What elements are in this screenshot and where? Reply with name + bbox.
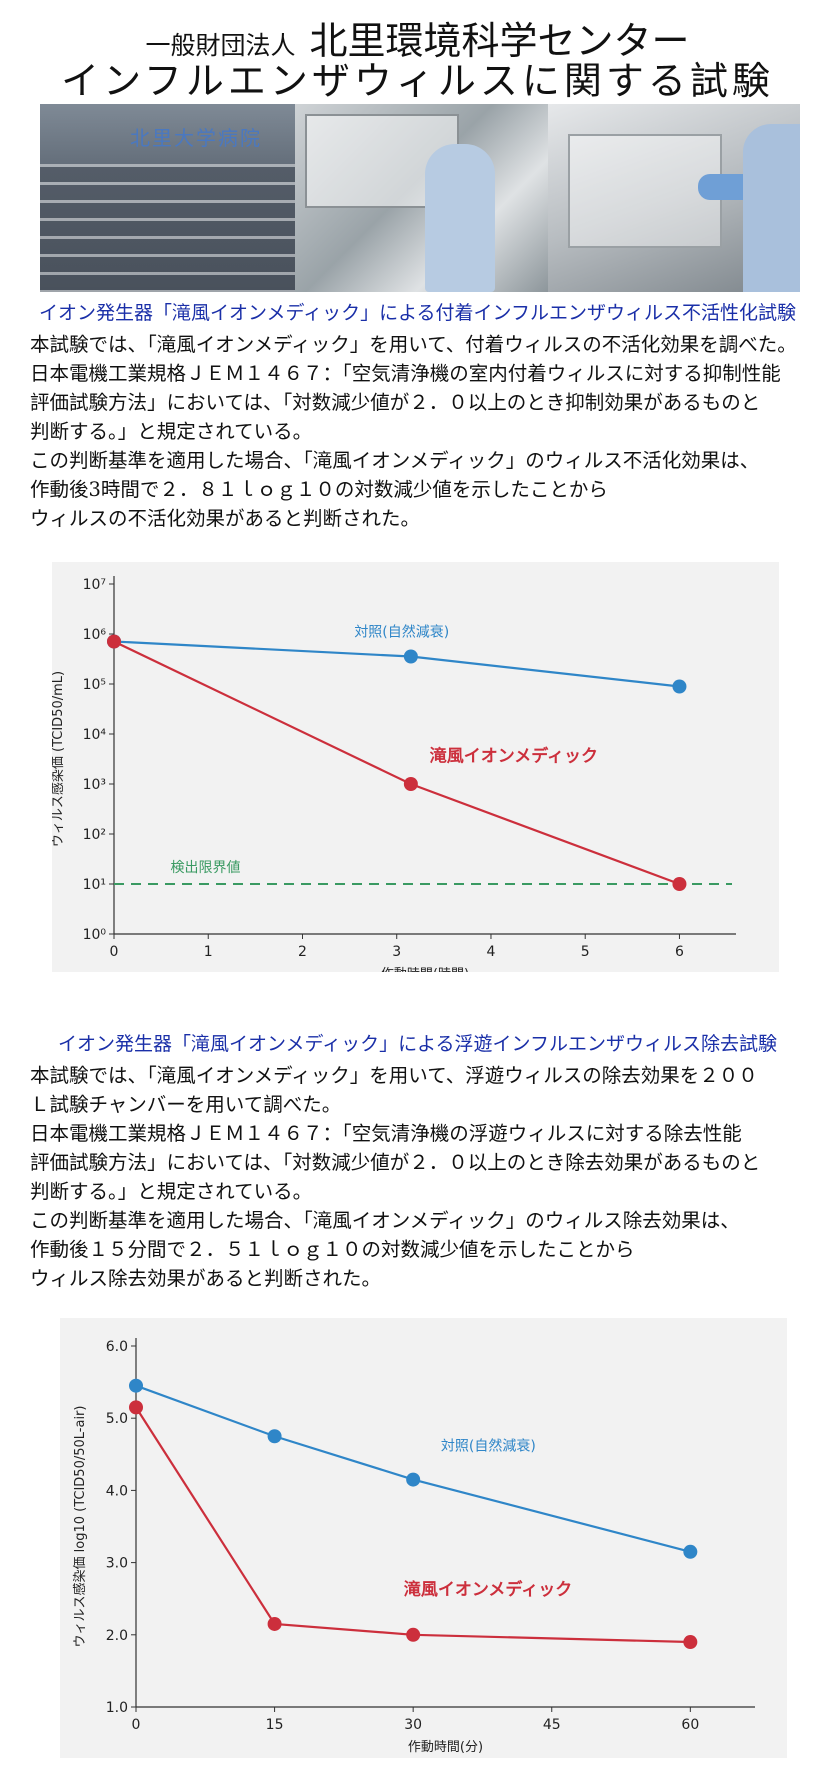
detection-limit-label: 検出限界値 xyxy=(171,860,241,876)
x-tick-label: 0 xyxy=(132,1717,141,1733)
section1-heading: イオン発生器「滝風イオンメディック」による付着インフルエンザウィルス不活性化試験 xyxy=(39,302,796,324)
y-tick-label: 10⁵ xyxy=(83,677,106,693)
x-axis-label: 作動時間(分) xyxy=(408,1740,483,1755)
glovebox-photo xyxy=(548,104,800,292)
section2-line: 作動後１５分間で２．５１ｌｏｇ１０の対数減少値を示したことから xyxy=(30,1238,635,1261)
organization-line: 一般財団法人 北里環境科学センター xyxy=(0,10,835,65)
data-point xyxy=(107,634,121,649)
data-point xyxy=(403,649,418,664)
building-sign-graphic: 北里大学病院 xyxy=(130,126,262,150)
series-line-control xyxy=(135,1384,691,1553)
series-label: 滝風イオンメディック xyxy=(430,746,598,767)
y-tick-label: 5.0 xyxy=(106,1411,128,1427)
org-prefix: 一般財団法人 xyxy=(145,31,296,60)
y-tick-label: 10⁰ xyxy=(83,927,107,943)
section1-line: 作動後3時間で２．８１ｌｏｇ１０の対数減少値を示したことから xyxy=(30,478,608,501)
x-tick-label: 3 xyxy=(392,944,401,960)
data-point xyxy=(403,777,418,791)
x-tick-label: 5 xyxy=(581,944,590,960)
series-line-device xyxy=(135,1406,691,1644)
x-tick-label: 4 xyxy=(487,944,496,960)
y-tick-label: 10³ xyxy=(83,777,106,793)
chart2-svg: 0 15 30 45 60 1.0 2.0 3.0 4.0 5.0 6.0 作動時間(分) ウィルス感染… xyxy=(72,1338,755,1755)
y-tick-label: 4.0 xyxy=(106,1483,128,1499)
y-tick-label: 1.0 xyxy=(106,1700,128,1716)
x-tick-label: 1 xyxy=(204,944,213,960)
y-tick-label: 10² xyxy=(83,827,106,843)
series-line-control xyxy=(113,640,680,688)
y-tick-label: 10⁴ xyxy=(83,727,107,743)
data-point xyxy=(406,1472,421,1487)
section2-line: 日本電機工業規格ＪＥＭ１４６７：「空気清浄機の浮遊ウィルスに対する除去性能 xyxy=(30,1122,742,1145)
data-point xyxy=(672,679,687,694)
section2-line: ウィルス除去効果があると判断された。 xyxy=(30,1267,382,1290)
x-tick-label: 45 xyxy=(543,1717,561,1733)
section1-body: 本試験では、「滝風イオンメディック」を用いて、付着ウィルスの不活化効果を調べた。… xyxy=(30,330,820,533)
x-tick-label: 60 xyxy=(681,1717,699,1733)
section1-line: 日本電機工業規格ＪＥＭ１４６７：「空気清浄機の室内付着ウィルスに対する抑制性能 xyxy=(30,362,781,385)
section1-line: 評価試験方法」においては、「対数減少値が２．０以上のとき抑制効果があるものと xyxy=(30,391,761,414)
data-point xyxy=(406,1627,421,1642)
series-label: 対照(自然減衰) xyxy=(441,1438,536,1455)
section1-line: ウィルスの不活化効果があると判断された。 xyxy=(30,507,421,530)
section2-line: 判断する。」と規定されている。 xyxy=(30,1180,313,1203)
x-tick-label: 15 xyxy=(266,1717,284,1733)
chart1-svg: 0 1 2 3 4 5 6 10⁰ 10¹ 10² 10³ 10⁴ 10⁵ 10⁶ 10⁷ 作動時間(時間) ウ… xyxy=(52,576,736,972)
data-point xyxy=(683,1544,698,1559)
section2-line: この判断基準を適用した場合、「滝風イオンメディック」のウィルス除去効果は、 xyxy=(30,1209,740,1232)
page-title: インフルエンザウィルスに関する試験 xyxy=(61,59,774,103)
section1-line: 判断する。」と規定されている。 xyxy=(30,420,313,443)
x-tick-label: 30 xyxy=(404,1717,422,1733)
y-tick-label: 10⁶ xyxy=(83,627,107,643)
x-tick-label: 6 xyxy=(675,944,684,960)
lab-photo xyxy=(295,104,548,292)
data-point xyxy=(683,1635,698,1650)
photo-strip: 北里大学病院 xyxy=(40,104,800,292)
section2-heading: イオン発生器「滝風イオンメディック」による浮遊インフルエンザウィルス除去試験 xyxy=(58,1033,777,1055)
y-axis-label: ウィルス感染価 log10 (TCID50/50L-air) xyxy=(72,1406,88,1648)
x-tick-label: 0 xyxy=(110,944,119,960)
section2-body: 本試験では、「滝風イオンメディック」を用いて、浮遊ウィルスの除去効果を２００ Ｌ… xyxy=(30,1061,820,1293)
section2-line: 評価試験方法」においては、「対数減少値が２．０以上のとき除去効果があるものと xyxy=(30,1151,761,1174)
y-tick-label: 10¹ xyxy=(83,877,106,893)
data-point xyxy=(129,1378,143,1393)
series-label: 対照(自然減衰) xyxy=(354,624,449,641)
section2-line: Ｌ試験チャンバーを用いて調べた。 xyxy=(30,1093,342,1116)
y-axis-label: ウィルス感染価 (TCID50/mL) xyxy=(52,671,66,847)
y-tick-label: 6.0 xyxy=(106,1339,128,1355)
data-point xyxy=(267,1429,282,1444)
y-tick-label: 2.0 xyxy=(106,1628,128,1644)
section2-line: 本試験では、「滝風イオンメディック」を用いて、浮遊ウィルスの除去効果を２００ xyxy=(30,1064,758,1087)
data-point xyxy=(672,877,687,891)
chart-airborne-virus: 0 15 30 45 60 1.0 2.0 3.0 4.0 5.0 6.0 作動時間(分) ウィルス感染… xyxy=(60,1318,787,1758)
building-photo: 北里大学病院 xyxy=(40,104,295,292)
data-point xyxy=(129,1400,143,1415)
x-tick-label: 2 xyxy=(298,944,307,960)
data-point xyxy=(267,1616,282,1631)
series-label: 滝風イオンメディック xyxy=(404,1579,572,1600)
y-tick-label: 3.0 xyxy=(106,1556,128,1572)
section1-line: この判断基準を適用した場合、「滝風イオンメディック」のウィルス不活化効果は、 xyxy=(30,449,760,472)
chart-attached-virus: 0 1 2 3 4 5 6 10⁰ 10¹ 10² 10³ 10⁴ 10⁵ 10⁶ 10⁷ 作動時間(時間) ウ… xyxy=(52,562,779,972)
section1-line: 本試験では、「滝風イオンメディック」を用いて、付着ウィルスの不活化効果を調べた。 xyxy=(30,333,797,356)
x-axis-label: 作動時間(時間) xyxy=(381,967,469,972)
y-tick-label: 10⁷ xyxy=(83,577,106,593)
org-name: 北里環境科学センター xyxy=(309,19,690,63)
